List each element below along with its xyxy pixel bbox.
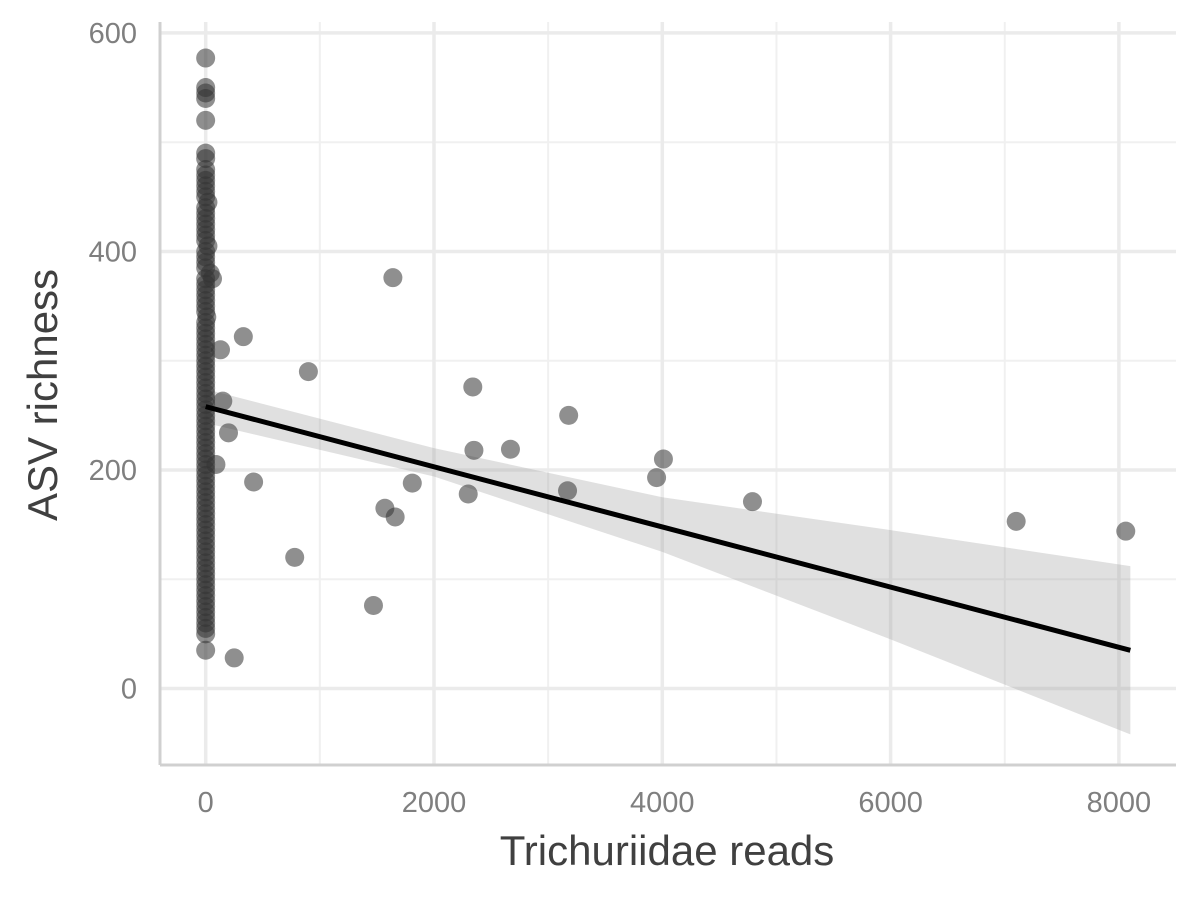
data-point <box>1006 511 1026 531</box>
x-tick-label: 6000 <box>858 787 923 819</box>
data-point <box>203 269 223 289</box>
data-point <box>233 327 253 347</box>
y-axis-title: ASV richness <box>19 269 66 521</box>
data-point <box>363 595 383 615</box>
points-layer <box>196 48 1136 668</box>
data-point <box>224 648 244 668</box>
data-point <box>213 391 233 411</box>
data-point <box>196 48 216 68</box>
data-point <box>464 440 484 460</box>
confidence-band-layer <box>205 389 1131 735</box>
data-point <box>206 455 226 475</box>
data-point <box>558 481 578 501</box>
y-tick-label: 200 <box>89 455 137 487</box>
y-tick-label: 400 <box>89 236 137 268</box>
data-point <box>196 110 216 130</box>
data-point <box>402 473 422 493</box>
data-point <box>1116 521 1136 541</box>
tick-labels: 0 2000 4000 6000 8000 0 200 400 600 <box>89 18 1152 819</box>
data-point <box>211 340 231 360</box>
data-point <box>196 88 216 108</box>
data-point <box>458 484 478 504</box>
x-tick-label: 8000 <box>1087 787 1152 819</box>
data-point <box>196 624 216 644</box>
data-point <box>383 268 403 288</box>
data-point <box>500 439 520 459</box>
regression-line <box>205 404 1131 653</box>
data-point <box>244 472 264 492</box>
fit-line-layer <box>205 404 1131 653</box>
data-point <box>196 640 216 660</box>
data-point <box>559 405 579 425</box>
x-axis-title: Trichuriidae reads <box>500 827 835 874</box>
x-tick-label: 0 <box>198 787 214 819</box>
grid <box>160 22 1176 765</box>
y-tick-label: 600 <box>89 18 137 50</box>
data-point <box>298 362 318 382</box>
axes <box>158 22 1176 767</box>
data-point <box>647 468 667 488</box>
data-point <box>742 492 762 512</box>
data-point <box>218 423 238 443</box>
data-point <box>463 377 483 397</box>
x-tick-label: 4000 <box>630 787 695 819</box>
x-tick-label: 2000 <box>402 787 467 819</box>
y-tick-label: 0 <box>121 674 137 706</box>
data-point <box>385 507 405 527</box>
data-point <box>285 547 305 567</box>
confidence-band <box>205 389 1131 735</box>
data-point <box>653 449 673 469</box>
